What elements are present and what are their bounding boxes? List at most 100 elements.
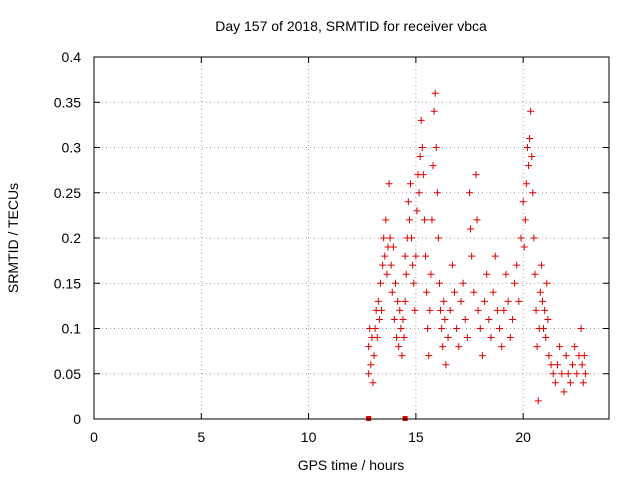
data-point	[440, 297, 448, 305]
data-point	[428, 216, 436, 224]
data-point	[394, 297, 402, 305]
x-tick-label: 10	[301, 429, 317, 445]
data-point	[401, 252, 409, 260]
data-point	[554, 361, 561, 369]
data-point	[399, 315, 407, 323]
data-point	[466, 189, 474, 197]
data-point	[515, 297, 523, 305]
data-point	[396, 306, 404, 314]
data-point	[397, 325, 405, 332]
data-point	[519, 198, 527, 206]
data-point	[467, 225, 475, 233]
data-point	[551, 379, 559, 387]
data-point	[388, 288, 396, 296]
y-tick-label: 0.4	[62, 49, 82, 65]
data-point	[470, 288, 478, 296]
data-point	[498, 343, 506, 351]
data-point	[534, 397, 542, 405]
data-point	[378, 306, 386, 314]
data-point	[426, 306, 434, 314]
data-point	[438, 325, 446, 332]
data-point	[404, 198, 412, 206]
data-point	[529, 189, 537, 197]
data-point	[411, 306, 419, 314]
data-point	[472, 171, 480, 179]
data-point	[500, 306, 508, 314]
data-point	[455, 343, 463, 351]
y-tick-label: 0	[73, 411, 81, 427]
data-point	[424, 325, 432, 332]
y-tick-label: 0.25	[54, 185, 81, 201]
data-point	[533, 343, 541, 351]
data-point	[401, 297, 409, 305]
data-point	[521, 216, 529, 224]
data-point	[453, 325, 461, 332]
data-point	[370, 352, 378, 360]
data-point	[504, 297, 512, 305]
data-point	[409, 261, 417, 269]
data-point	[379, 261, 387, 269]
data-point	[581, 370, 589, 378]
x-tick-label: 15	[408, 429, 424, 445]
data-point	[538, 297, 546, 305]
data-point	[577, 325, 585, 332]
data-point	[442, 361, 450, 369]
y-tick-label: 0.2	[62, 230, 82, 246]
data-point	[459, 279, 467, 287]
data-point	[412, 252, 420, 260]
data-point	[410, 279, 418, 287]
data-point	[491, 252, 499, 260]
data-point	[560, 388, 568, 396]
data-point	[437, 306, 445, 314]
data-point	[376, 279, 384, 287]
y-tick-label: 0.05	[54, 366, 81, 382]
data-point	[416, 153, 424, 161]
data-point	[441, 315, 449, 323]
data-point	[393, 334, 401, 342]
data-point	[478, 352, 486, 360]
data-point	[398, 352, 406, 360]
data-point	[579, 379, 587, 387]
data-point	[461, 315, 469, 323]
data-point	[485, 315, 493, 323]
data-point	[365, 370, 373, 378]
data-point	[468, 252, 476, 260]
data-point	[528, 153, 536, 161]
data-point	[390, 315, 398, 323]
data-point	[547, 361, 555, 369]
data-point	[389, 243, 397, 251]
data-point	[517, 234, 525, 242]
data-point	[520, 243, 528, 251]
data-point	[580, 352, 588, 360]
data-point	[408, 234, 416, 242]
y-axis-title: SRMTID / TECUs	[5, 183, 21, 293]
data-point	[573, 370, 581, 378]
data-point	[542, 334, 550, 342]
data-point	[545, 352, 553, 360]
data-point	[427, 270, 435, 278]
data-point	[543, 279, 551, 287]
data-point	[395, 343, 403, 351]
data-point	[558, 370, 566, 378]
data-point	[451, 288, 458, 296]
data-point	[506, 334, 514, 342]
data-point	[432, 144, 440, 151]
data-point	[556, 343, 564, 351]
y-tick-label: 0.15	[54, 275, 81, 291]
data-point	[549, 370, 557, 378]
data-point	[380, 234, 388, 242]
data-point	[474, 306, 482, 314]
data-point	[433, 189, 441, 197]
data-point	[569, 361, 577, 369]
data-point	[476, 325, 484, 332]
data-point	[522, 180, 530, 188]
data-point	[566, 379, 574, 387]
data-point	[564, 370, 572, 378]
y-tick-label: 0.1	[62, 321, 82, 337]
data-point	[425, 352, 433, 360]
data-point	[536, 288, 544, 296]
data-point	[473, 216, 481, 224]
data-point	[493, 306, 501, 314]
